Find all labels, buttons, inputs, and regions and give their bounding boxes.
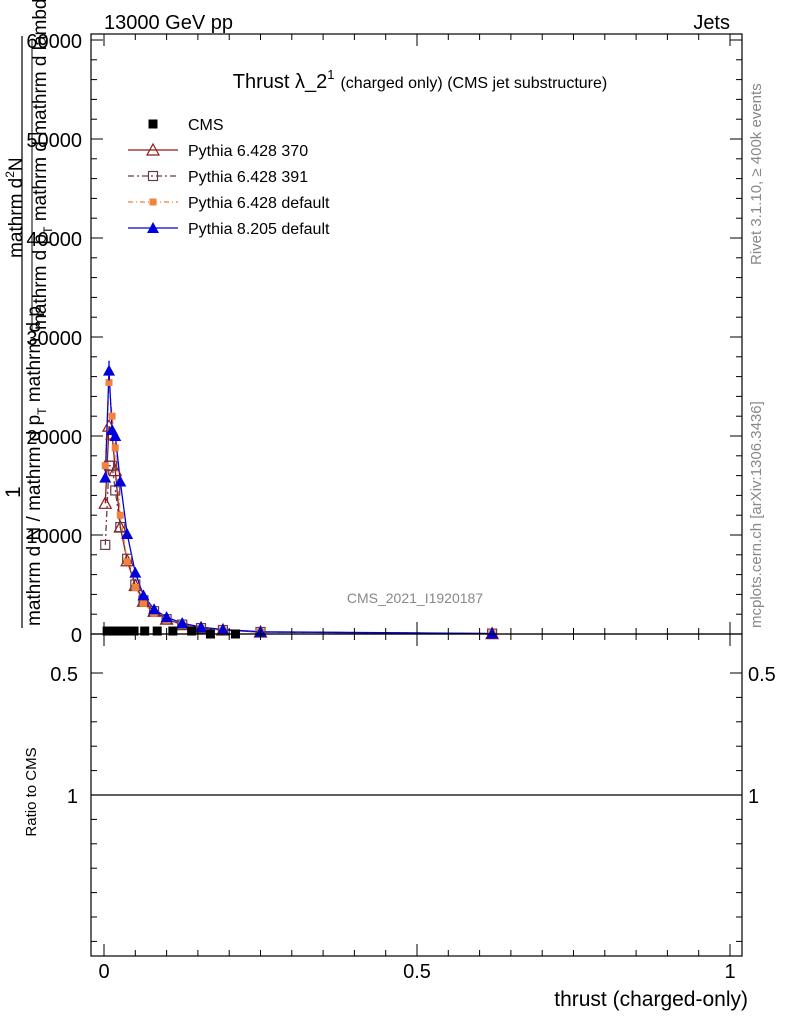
y-label-one: 1 <box>2 486 25 498</box>
series-3-point-5 <box>121 528 134 540</box>
series-2-point-2 <box>108 412 116 420</box>
cms-point-3 <box>121 626 131 636</box>
cms-point-1 <box>108 626 118 636</box>
series-3-point-7 <box>137 589 150 601</box>
cms-point-5 <box>140 626 150 636</box>
legend: CMS Pythia 6.428 370 Pythia 6.428 391 Pythi… <box>128 117 330 238</box>
series-3-point-9 <box>160 611 173 623</box>
legend-marker-0 <box>148 119 158 129</box>
mcplots-source: mcplots.cern.ch [arXiv:1306.3436] <box>748 401 765 628</box>
series-1-point-4 <box>115 521 126 533</box>
y-label-den-sub: T <box>41 226 55 234</box>
header-process: 13000 GeV pp <box>104 12 233 34</box>
series-3-point-0 <box>99 471 112 483</box>
series-2-point-7 <box>139 599 147 607</box>
legend-label-1: Pythia 6.428 370 <box>188 143 308 160</box>
axis-tick-labels: 0 10000 20000 30000 40000 50000 60000 0 0.5 1 0.5 0… <box>26 31 776 983</box>
main-markers <box>98 360 500 640</box>
cms-point-8 <box>187 626 197 636</box>
y-label-num-N: N <box>6 157 27 171</box>
series-2-point-1 <box>105 379 113 387</box>
series-3-point-6 <box>129 566 142 578</box>
cms-point-6 <box>152 626 162 636</box>
legend-marker-3 <box>149 198 157 206</box>
plot-title-sup: 1 <box>327 67 334 82</box>
y-label-numerator: mathrm d2N <box>3 157 27 258</box>
y-tick-label-6: 60000 <box>26 31 82 53</box>
series-0-point-0 <box>98 496 113 509</box>
ratio-y-label: Ratio to CMS <box>23 747 40 836</box>
x-tick-label-1: 0.5 <box>403 961 431 983</box>
series-2-point-0 <box>101 462 109 470</box>
x-tick-label-0: 0 <box>98 961 109 983</box>
legend-label-0: CMS <box>188 117 224 134</box>
y-tick-label-1: 10000 <box>26 526 82 548</box>
y-label-num-sup: 2 <box>3 171 17 178</box>
axis-ticks <box>91 34 742 956</box>
y-label-main-end: mathrm d p <box>24 306 45 407</box>
series-3-point-12 <box>216 623 229 635</box>
y-label-main-sub: T <box>35 407 49 415</box>
series-2-point-5 <box>123 558 131 566</box>
legend-label-3: Pythia 6.428 default <box>188 195 330 212</box>
series-line-1 <box>104 465 493 635</box>
series-1-point-0 <box>100 539 111 551</box>
ratio-tick-label-right-0: 0.5 <box>748 664 776 686</box>
y-axis-label: 1 mathrm d2N mathrm d pT mathrm d mathrm… <box>2 0 55 628</box>
y-label-den-rest: mathrm d mathrm d lambda <box>30 0 51 227</box>
cms-point-4 <box>129 626 139 636</box>
y-tick-label-2: 20000 <box>26 427 82 449</box>
ratio-tick-label-left-1: 1 <box>67 786 78 808</box>
y-label-num-d: mathrm d <box>6 178 27 258</box>
series-3-point-8 <box>148 603 161 615</box>
header-category: Jets <box>693 12 730 34</box>
cms-point-2 <box>115 626 125 636</box>
y-tick-label-4: 40000 <box>26 229 82 251</box>
legend-label-4: Pythia 8.205 default <box>188 221 330 238</box>
y-label-main: mathrm d N / mathrm d pT mathrm d p <box>24 306 49 626</box>
plot-title-suffix: (charged only) (CMS jet substructure) <box>340 75 607 92</box>
legend-marker-1 <box>145 142 161 156</box>
y-label-den-d: mathrm d p <box>30 234 51 330</box>
y-tick-label-5: 50000 <box>26 130 82 152</box>
series-3-point-10 <box>176 617 189 629</box>
series-3-point-4 <box>114 475 127 487</box>
rivet-version: Rivet 3.1.10, ≥ 400k events <box>748 83 765 265</box>
plot-title: Thrust λ_21 (charged only) (CMS jet subst… <box>233 67 607 93</box>
ratio-tick-label-right-1: 1 <box>748 786 759 808</box>
ratio-tick-label-left-0: 0.5 <box>50 664 78 686</box>
series-2-point-3 <box>111 444 119 452</box>
cms-point-7 <box>168 626 178 636</box>
x-tick-label-2: 1 <box>724 961 735 983</box>
y-tick-label-0: 0 <box>71 625 82 647</box>
series-2-point-4 <box>116 511 124 519</box>
y-label-main-text: mathrm d N / mathrm d p <box>24 415 45 626</box>
y-label-denominator: mathrm d pT mathrm d mathrm d lambda <box>30 0 55 330</box>
series-3-point-14 <box>486 627 499 639</box>
cms-point-0 <box>102 626 112 636</box>
legend-label-2: Pythia 6.428 391 <box>188 169 308 186</box>
plot-title-main: Thrust λ_2 <box>233 71 327 93</box>
series-3-point-3 <box>109 430 122 441</box>
analysis-watermark: CMS_2021_I1920187 <box>347 590 483 606</box>
legend-marker-2 <box>147 170 159 182</box>
legend-marker-4 <box>147 222 159 233</box>
series-2-point-6 <box>131 583 139 591</box>
y-tick-label-3: 30000 <box>26 328 82 350</box>
x-axis-label: thrust (charged-only) <box>554 988 748 1011</box>
